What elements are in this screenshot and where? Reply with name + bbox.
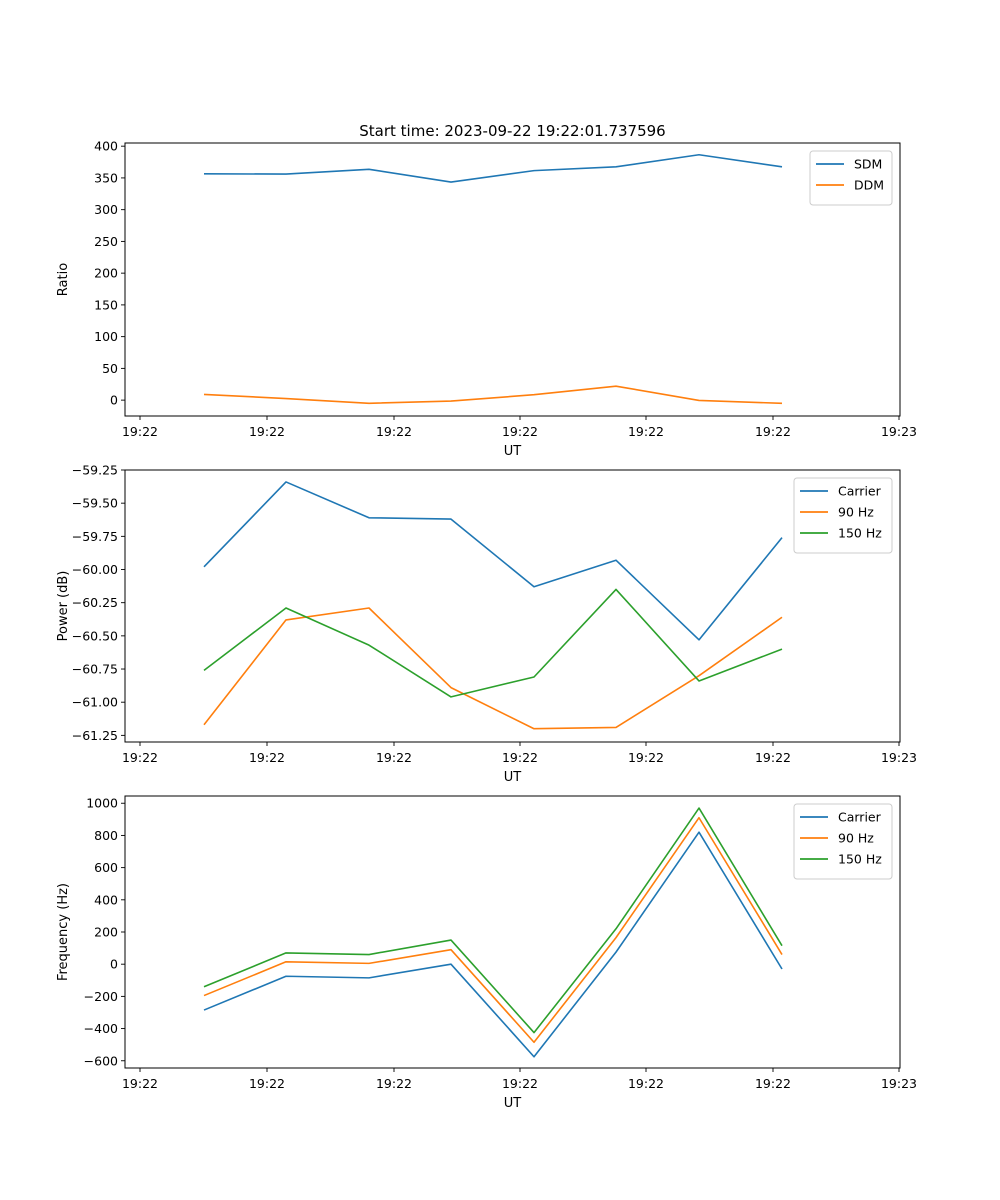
x-tick-label: 19:22	[502, 1076, 538, 1091]
y-tick-label: −60.75	[72, 662, 118, 677]
x-axis-label: UT	[504, 444, 522, 459]
legend-label: Carrier	[838, 810, 882, 825]
plot-frame	[124, 469, 901, 743]
y-tick-label: 200	[94, 266, 118, 281]
series-line-ddm	[203, 385, 783, 405]
x-tick-label: 19:23	[881, 424, 917, 439]
series-line-90-hz	[203, 607, 783, 730]
chart-title: Start time: 2023-09-22 19:22:01.737596	[359, 122, 665, 140]
y-tick-label: −400	[84, 1021, 118, 1036]
x-tick-label: 19:22	[122, 1076, 158, 1091]
y-tick-label: 1000	[86, 796, 118, 811]
legend: Carrier 90 Hz 150 Hz	[793, 803, 893, 880]
plot-frame	[124, 142, 901, 417]
legend: SDM DDM	[809, 150, 893, 206]
legend-label: 150 Hz	[838, 852, 882, 867]
x-tick-label: 19:22	[755, 424, 791, 439]
y-tick-label: −59.25	[72, 463, 118, 478]
x-tick-label: 19:22	[502, 424, 538, 439]
legend-label: 150 Hz	[838, 526, 882, 541]
x-tick-label: 19:22	[755, 750, 791, 765]
y-tick-label: 150	[94, 297, 118, 312]
y-tick-label: −59.75	[72, 529, 118, 544]
x-tick-label: 19:22	[628, 750, 664, 765]
y-tick-label: 0	[110, 957, 118, 972]
y-tick-label: −60.50	[72, 628, 118, 643]
x-tick-label: 19:22	[628, 424, 664, 439]
x-tick-label: 19:22	[755, 1076, 791, 1091]
y-tick-label: 250	[94, 234, 118, 249]
legend-label: SDM	[854, 157, 882, 172]
series-line-150-hz	[203, 588, 783, 698]
x-tick-label: 19:22	[249, 424, 285, 439]
x-tick-label: 19:22	[376, 750, 412, 765]
y-tick-label: 200	[94, 925, 118, 940]
legend: Carrier 90 Hz 150 Hz	[793, 477, 893, 554]
y-tick-label: 300	[94, 202, 118, 217]
y-tick-label: 400	[94, 139, 118, 154]
y-tick-label: 400	[94, 892, 118, 907]
y-tick-label: −60.25	[72, 595, 118, 610]
y-axis-label: Ratio	[56, 263, 71, 296]
legend-box	[793, 477, 893, 554]
legend-label: 90 Hz	[838, 505, 874, 520]
y-tick-label: 100	[94, 329, 118, 344]
legend-label: 90 Hz	[838, 831, 874, 846]
legend-label: DDM	[854, 178, 884, 193]
x-tick-label: 19:22	[122, 750, 158, 765]
x-tick-label: 19:22	[249, 1076, 285, 1091]
x-axis-label: UT	[504, 1096, 522, 1111]
y-tick-label: 50	[102, 361, 118, 376]
y-tick-label: 350	[94, 170, 118, 185]
series-line-sdm	[203, 153, 783, 183]
x-tick-label: 19:22	[122, 424, 158, 439]
chart-panel-2: −61.25 −61.00 −60.75 −60.50 −60.25 −60.00 −59.…	[56, 463, 917, 786]
y-tick-label: 600	[94, 860, 118, 875]
x-tick-label: 19:22	[249, 750, 285, 765]
series-line-150-hz	[203, 807, 783, 1034]
y-tick-label: −61.25	[72, 728, 118, 743]
y-tick-label: 0	[110, 393, 118, 408]
chart-panel-1: Start time: 2023-09-22 19:22:01.737596 0 5…	[56, 122, 917, 459]
x-tick-label: 19:22	[628, 1076, 664, 1091]
y-axis-label: Power (dB)	[56, 571, 71, 642]
series-line-carrier	[203, 481, 783, 641]
y-tick-label: −600	[84, 1053, 118, 1068]
chart-panel-3: −600 −400 −200 0 200 400 600 800 1000 19:22 19:22 1…	[56, 795, 917, 1111]
x-axis-label: UT	[504, 770, 522, 785]
y-tick-label: −60.00	[72, 562, 118, 577]
x-tick-label: 19:22	[376, 424, 412, 439]
legend-label: Carrier	[838, 484, 882, 499]
x-tick-label: 19:23	[881, 1076, 917, 1091]
legend-box	[793, 803, 893, 880]
y-axis-label: Frequency (Hz)	[56, 883, 71, 981]
plot-frame	[124, 795, 901, 1069]
y-tick-label: −61.00	[72, 695, 118, 710]
x-tick-label: 19:23	[881, 750, 917, 765]
x-tick-label: 19:22	[376, 1076, 412, 1091]
series-line-90-hz	[203, 816, 783, 1044]
series-line-carrier	[203, 831, 783, 1058]
y-tick-label: −59.50	[72, 496, 118, 511]
y-tick-label: −200	[84, 989, 118, 1004]
x-tick-label: 19:22	[502, 750, 538, 765]
y-tick-label: 800	[94, 828, 118, 843]
